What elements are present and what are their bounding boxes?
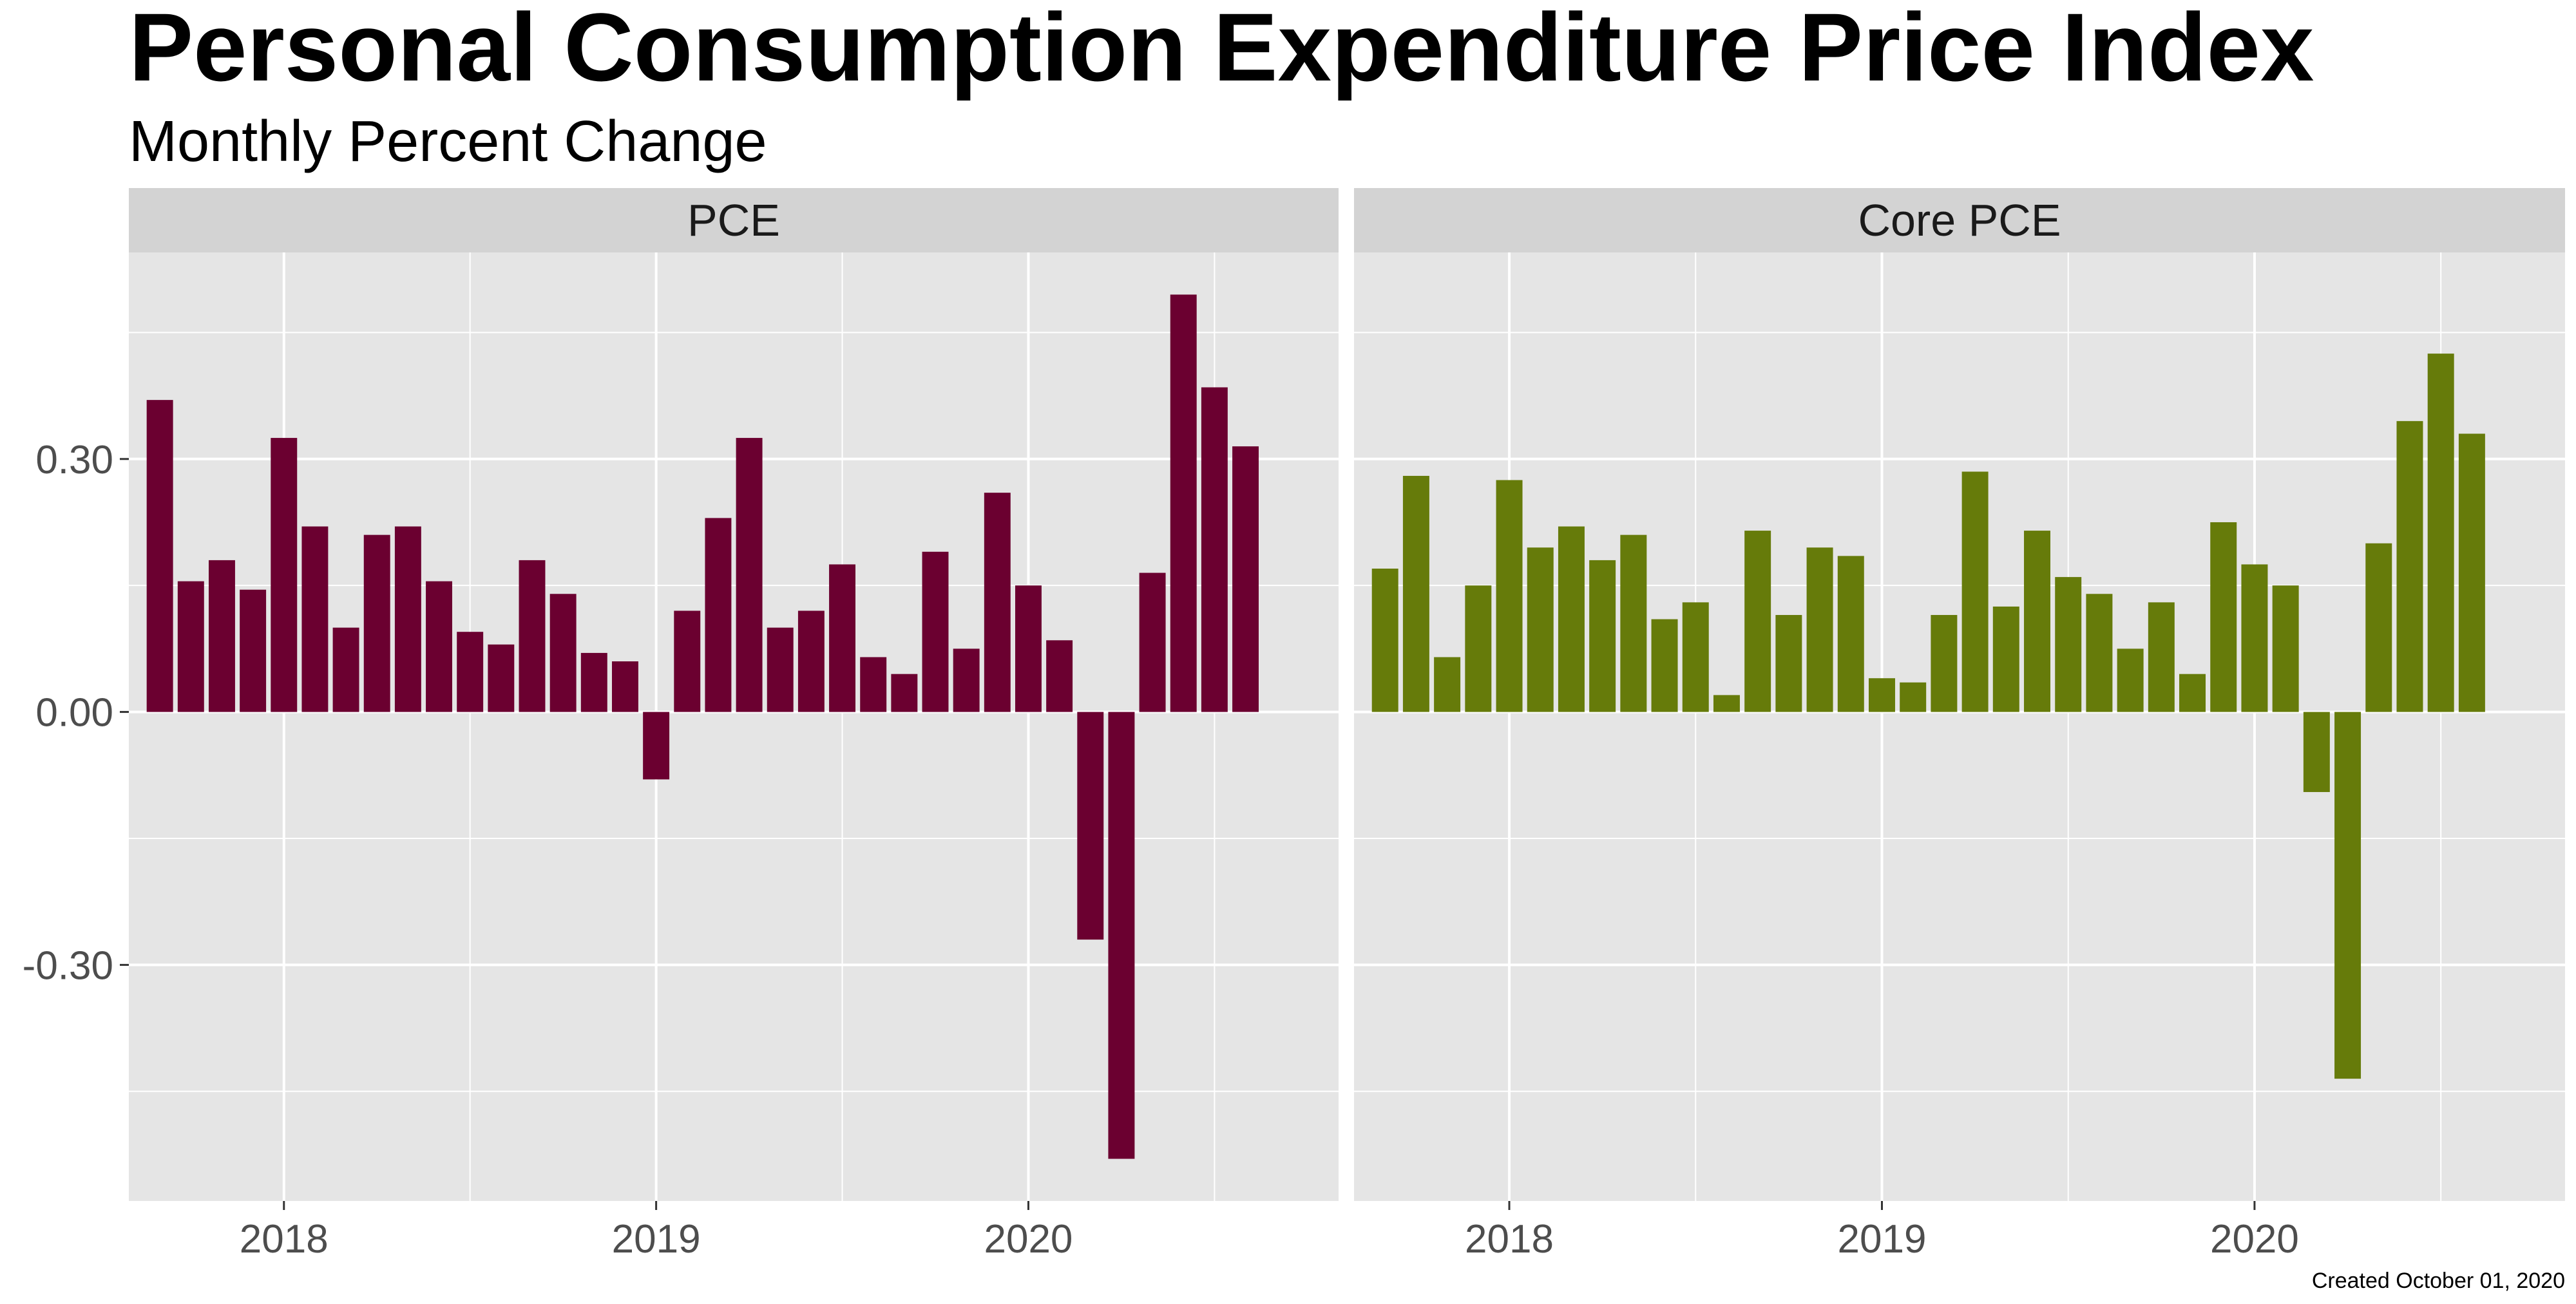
bar	[1744, 531, 1771, 712]
bar	[891, 674, 918, 712]
x-tick-label: 2019	[1838, 1217, 1927, 1261]
bar	[860, 657, 887, 712]
bar	[1496, 480, 1523, 712]
bar	[2365, 543, 2392, 712]
bar	[953, 648, 980, 712]
x-tick-label: 2020	[2210, 1217, 2299, 1261]
bar	[1620, 534, 1647, 712]
panels: PCE 2018 2019 2020 -0.30 0.00 0.30 Core PCE 2018…	[23, 188, 2565, 1261]
panel-background	[1354, 252, 2565, 1201]
bar	[1713, 695, 1740, 712]
bar	[1046, 640, 1073, 712]
bar	[1931, 615, 1958, 712]
bar	[2055, 577, 2082, 712]
bar	[1108, 712, 1135, 1159]
bar	[2210, 522, 2237, 712]
y-tick-label: -0.30	[23, 943, 113, 988]
bar	[643, 712, 670, 780]
bar	[1371, 569, 1398, 712]
bar	[1170, 294, 1197, 712]
bar	[1961, 471, 1989, 712]
bar	[1465, 585, 1492, 712]
bar	[1015, 585, 1042, 712]
bar	[611, 661, 638, 712]
bar	[1527, 547, 1554, 712]
bar	[2148, 602, 2175, 712]
x-tick-label: 2020	[984, 1217, 1073, 1261]
bar	[1589, 560, 1616, 712]
facet-strip-label: PCE	[687, 195, 780, 245]
bar	[705, 518, 732, 712]
bar	[1682, 602, 1709, 712]
bar	[549, 594, 577, 712]
bar	[1806, 547, 1833, 712]
chart-caption: Created October 01, 2020	[2312, 1269, 2565, 1293]
chart-title: Personal Consumption Expenditure Price I…	[129, 0, 2314, 101]
bar	[736, 438, 763, 712]
bar	[767, 627, 794, 712]
bar	[394, 526, 421, 712]
bar	[2334, 712, 2361, 1079]
bar	[1900, 682, 1927, 712]
bar	[797, 610, 825, 712]
panel-background	[129, 252, 1339, 1201]
bar	[2086, 594, 2113, 712]
facet-strip	[1354, 188, 2565, 252]
bar	[2179, 674, 2206, 712]
bar	[271, 438, 298, 712]
bar	[1837, 556, 1864, 712]
bar	[177, 581, 204, 712]
bar	[1651, 619, 1678, 712]
bar	[2272, 585, 2299, 712]
bar	[2396, 420, 2423, 712]
bar	[1077, 712, 1104, 940]
bar	[301, 526, 329, 712]
facet-strip	[129, 188, 1339, 252]
bar	[1775, 615, 1802, 712]
chart-subtitle: Monthly Percent Change	[129, 109, 767, 174]
bar	[1402, 475, 1429, 712]
y-tick-label: 0.00	[35, 691, 113, 735]
y-tick-label: 0.30	[35, 438, 113, 482]
bar	[2024, 531, 2050, 712]
bar	[2241, 564, 2268, 712]
x-tick-label: 2018	[240, 1217, 329, 1261]
bar	[457, 632, 484, 712]
bar	[488, 644, 515, 712]
bar	[519, 560, 546, 712]
bar	[1434, 657, 1461, 712]
bar	[2303, 712, 2330, 792]
bar	[1139, 572, 1166, 712]
bar	[1869, 678, 1895, 712]
bar	[1232, 446, 1259, 712]
bar	[922, 551, 949, 712]
bar	[240, 589, 267, 712]
bar	[2427, 354, 2454, 712]
bar	[2458, 433, 2485, 712]
x-tick-label: 2018	[1465, 1217, 1554, 1261]
bar	[1201, 387, 1228, 712]
bar	[984, 493, 1011, 712]
bar	[332, 627, 359, 712]
bar	[829, 564, 856, 712]
facet-strip-label: Core PCE	[1858, 195, 2061, 245]
bar	[674, 610, 701, 712]
bar	[1992, 606, 2019, 712]
bar	[2117, 648, 2144, 712]
bar	[208, 560, 235, 712]
bar	[580, 652, 607, 712]
panel-core-pce: Core PCE 2018 2019 2020	[1354, 188, 2565, 1261]
bar	[146, 400, 173, 712]
bar	[1558, 526, 1585, 712]
x-tick-label: 2019	[612, 1217, 701, 1261]
bar	[426, 581, 453, 712]
panel-pce: PCE 2018 2019 2020 -0.30 0.00 0.30	[23, 188, 1339, 1261]
bar	[363, 534, 390, 712]
